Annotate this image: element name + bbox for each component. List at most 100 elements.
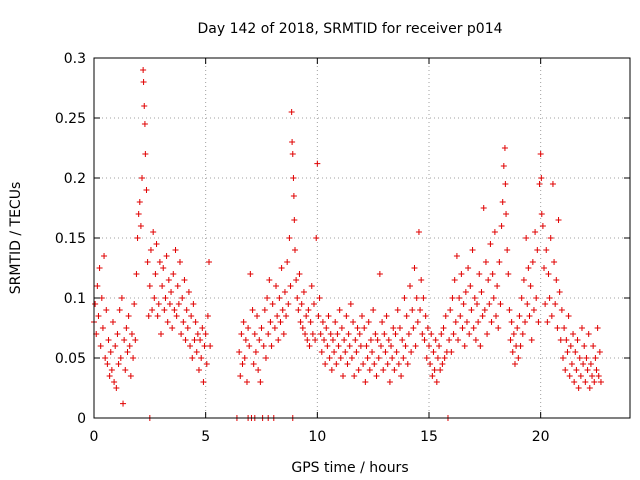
data-point [467,283,474,289]
data-point [437,367,444,373]
data-point [269,301,276,307]
data-point [463,319,470,325]
data-point [151,295,158,301]
data-point [101,253,108,259]
data-point [251,331,258,337]
data-point [133,271,140,277]
data-point [587,361,594,367]
data-point [162,295,169,301]
data-point [572,349,579,355]
data-point [95,313,102,319]
data-point [135,211,142,217]
data-point [332,319,339,325]
data-point [246,343,253,349]
data-point [337,355,344,361]
data-point [317,331,324,337]
data-point [471,295,478,301]
data-point [149,307,156,313]
data-point [516,313,523,319]
data-point [176,259,183,265]
data-point [314,160,321,167]
data-point [436,343,443,349]
data-point [407,283,414,289]
data-point [424,325,431,331]
data-point [187,343,194,349]
y-tick-label: 0.3 [64,51,86,67]
data-point [206,259,213,265]
data-point [371,361,378,367]
data-point [309,331,316,337]
data-point [403,313,410,319]
data-point [450,331,457,337]
data-point [488,319,495,325]
data-point [515,355,522,361]
data-point [115,361,122,367]
data-point [200,379,207,385]
data-point [126,343,133,349]
data-point [204,313,211,319]
data-point [300,289,307,295]
data-point [273,283,280,289]
data-point [546,295,553,301]
data-point [107,349,114,355]
data-point [597,379,604,385]
data-point [182,337,189,343]
x-tick-label: 10 [308,429,326,445]
data-point [527,283,534,289]
axes: 0 0.05 0.1 0.15 0.2 0.25 0.3 0 5 10 15 20 [55,51,631,445]
data-point [564,349,571,355]
data-point [502,181,509,187]
data-point [359,313,365,319]
data-point [519,331,526,337]
data-point [585,331,592,337]
data-point [342,349,349,355]
data-point [161,307,168,313]
y-tick-label: 0.05 [55,351,86,367]
data-point [171,307,178,313]
data-point [487,241,494,247]
data-point [433,379,440,385]
data-point [316,295,323,301]
data-point [446,337,453,343]
data-point [556,289,563,295]
data-point [294,295,301,301]
data-point [365,319,372,325]
data-point [292,247,298,253]
data-point [594,325,601,331]
data-point [560,355,566,361]
x-tick-label: 5 [201,429,210,445]
data-point [96,265,103,271]
data-point [498,223,505,229]
data-point [325,313,332,319]
data-point [480,205,487,211]
data-point [137,223,144,229]
data-point [422,313,429,319]
data-point [385,337,392,343]
data-point [412,343,419,349]
data-point [280,331,287,337]
data-point [525,265,532,271]
data-point [318,349,325,355]
data-point [172,247,179,253]
data-point [591,379,598,385]
data-point [379,319,386,325]
data-point [128,331,135,337]
data-point [522,319,529,325]
data-point [290,193,297,199]
data-point [472,337,479,343]
y-tick-label: 0.15 [55,231,86,247]
data-point [343,313,350,319]
data-point [580,361,587,367]
data-point [334,331,341,337]
data-point [185,289,192,295]
data-point [582,379,589,385]
data-point [328,367,335,373]
data-point [195,367,202,373]
data-point [340,373,347,379]
data-point [306,343,313,349]
data-point [533,295,540,301]
data-point [139,175,146,181]
data-point [543,247,550,253]
data-point [323,325,330,331]
y-tick-label: 0.25 [55,111,86,127]
